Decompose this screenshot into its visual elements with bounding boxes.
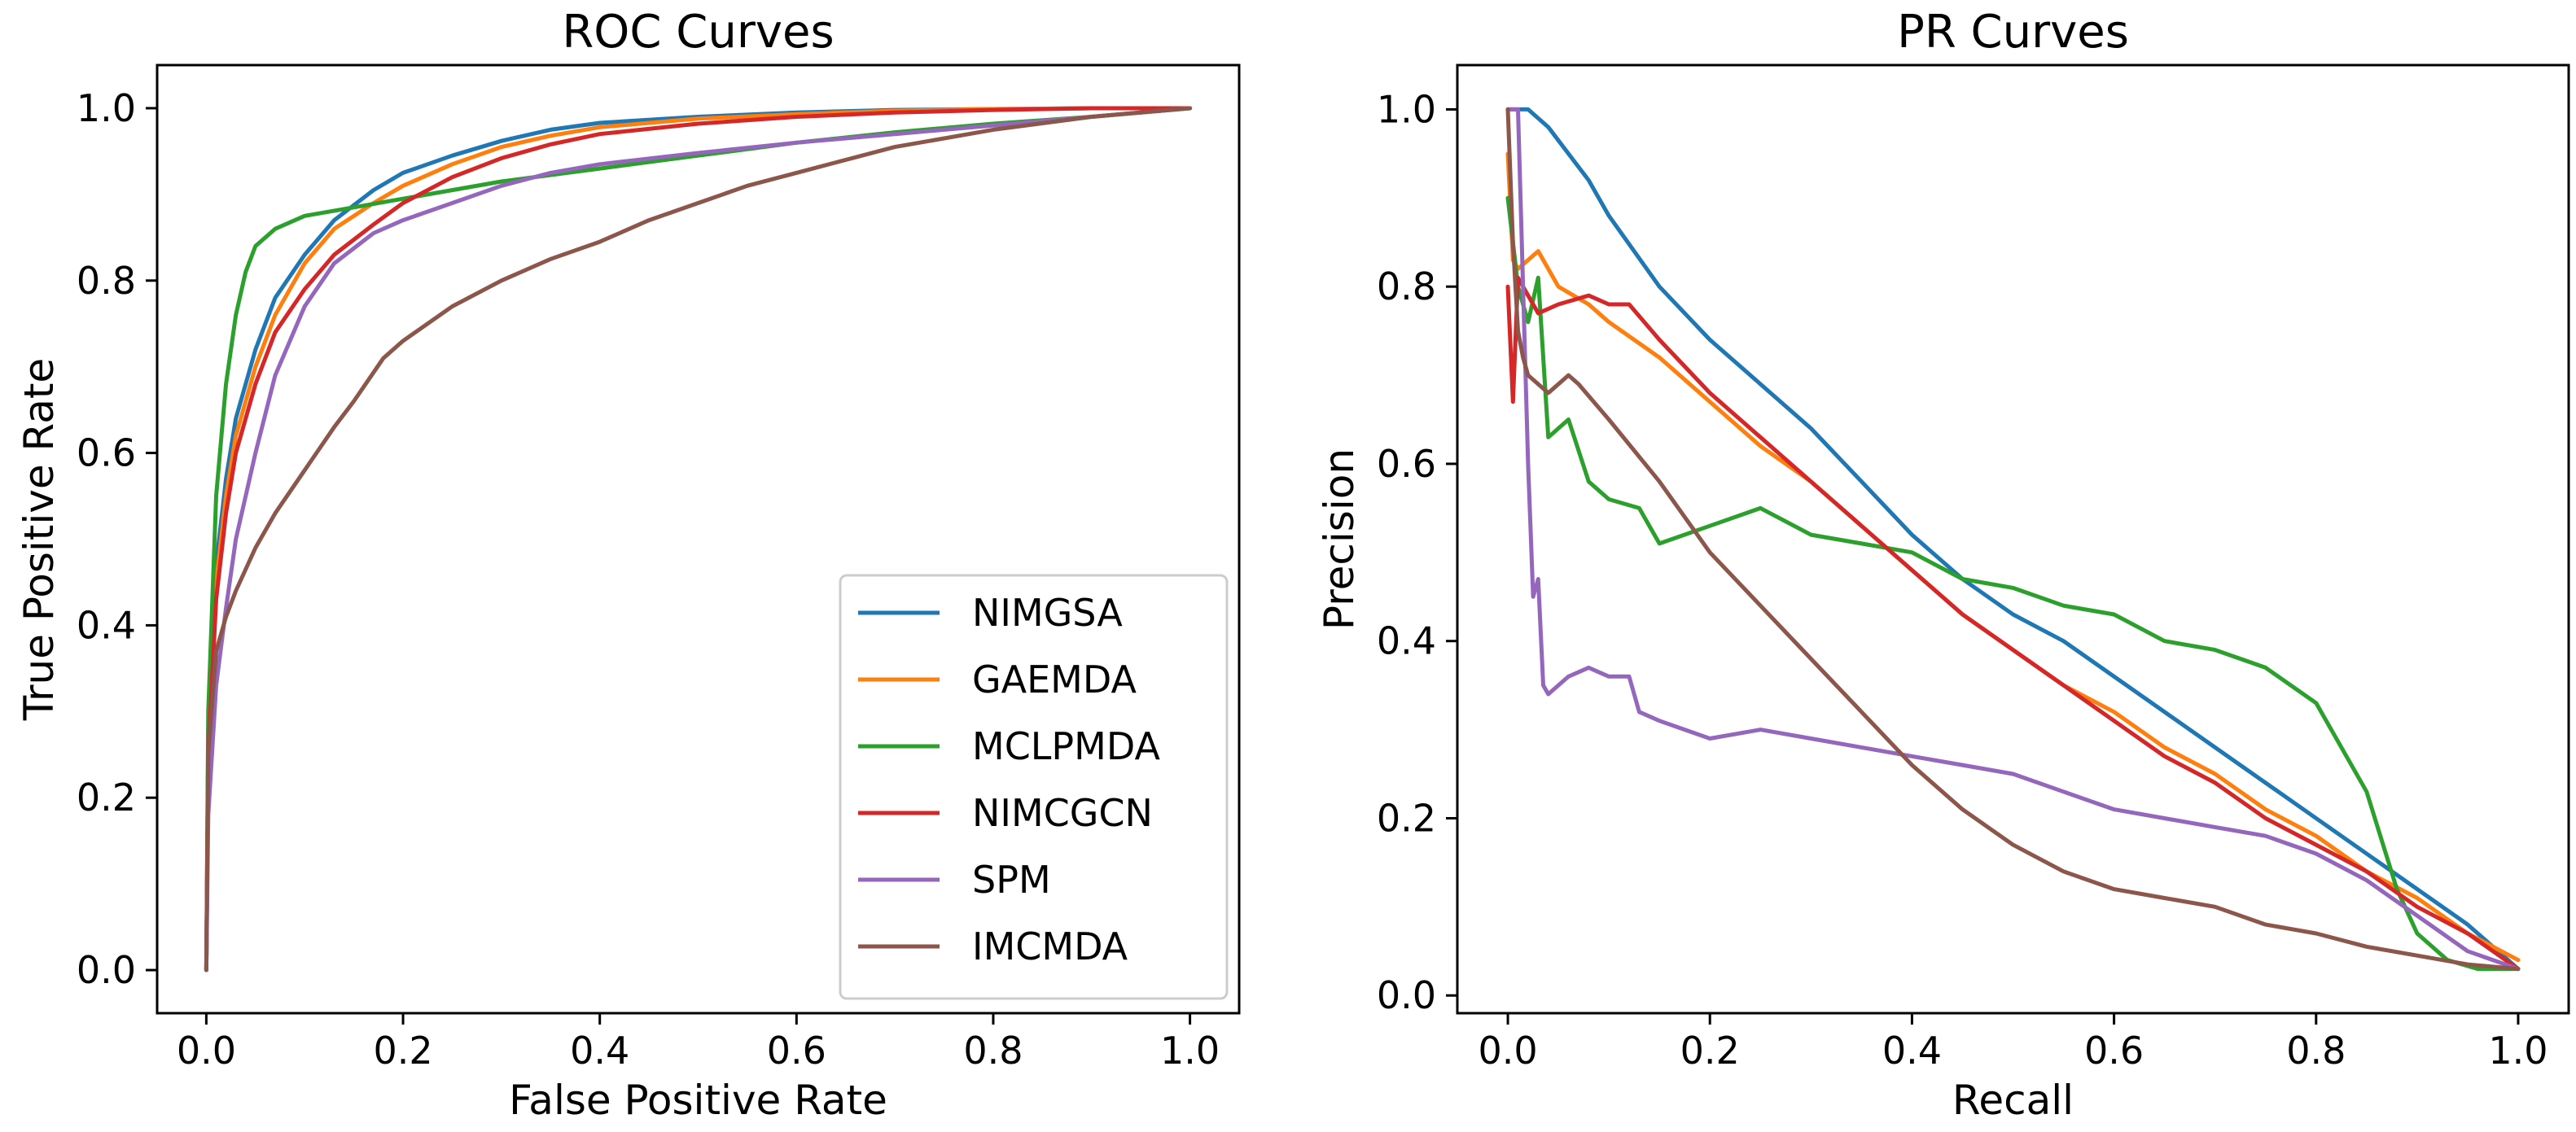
pr-curve-spm [1505, 107, 2521, 972]
roc-curve-spm [204, 106, 1193, 972]
pr-curve-gaemda [1505, 151, 2521, 963]
roc-axes-frame [156, 63, 1241, 1015]
roc-ytick-label: 0.6 [77, 431, 136, 475]
pr-xtick-label: 0.8 [2286, 1029, 2346, 1073]
pr-ylabel: Precision [1316, 448, 1363, 630]
pr-curve-mclpmda [1505, 195, 2521, 972]
roc-ylabel: True Positive Rate [15, 358, 63, 721]
pr-ytick-label: 0.8 [1377, 264, 1436, 308]
legend-label-spm: SPM [972, 858, 1051, 902]
pr-plot: PR Curves 0.0 0.2 0.4 0.6 0.8 1.0 0.0 0.2 0.4 0.6 0… [1316, 6, 2570, 1124]
pr-axes-frame [1456, 63, 2570, 1015]
roc-xtick-label: 0.4 [570, 1029, 629, 1073]
pr-ytick-label: 0.0 [1377, 973, 1436, 1017]
roc-title: ROC Curves [562, 6, 834, 59]
pr-ytick-label: 0.6 [1377, 442, 1436, 486]
pr-title: PR Curves [1897, 6, 2129, 59]
roc-xlabel: False Positive Rate [509, 1077, 887, 1124]
legend: NIMGSA GAEMDA MCLPMDA NIMCGCN SPM IMCMDA [839, 574, 1229, 1000]
pr-curve-imcmda [1505, 107, 2521, 972]
roc-ytick-label: 0.0 [77, 948, 136, 992]
roc-ytick-label: 0.2 [77, 776, 136, 819]
legend-label-imcmda: IMCMDA [972, 924, 1128, 968]
pr-xtick-label: 0.6 [2084, 1029, 2144, 1073]
roc-xtick-label: 0.6 [767, 1029, 826, 1073]
pr-xtick-label: 1.0 [2488, 1029, 2548, 1073]
pr-ytick-label: 1.0 [1377, 87, 1436, 131]
roc-ytick-label: 0.4 [77, 603, 136, 647]
legend-label-nimcgcn: NIMCGCN [972, 791, 1153, 835]
pr-ytick-label: 0.2 [1377, 796, 1436, 840]
legend-label-nimgsa: NIMGSA [972, 591, 1123, 635]
pr-xtick-label: 0.0 [1478, 1029, 1537, 1073]
roc-xtick-label: 0.8 [963, 1029, 1023, 1073]
pr-xtick-label: 0.2 [1680, 1029, 1740, 1073]
pr-ytick-label: 0.4 [1377, 619, 1436, 663]
roc-xtick-label: 0.2 [373, 1029, 432, 1073]
roc-xtick-label: 1.0 [1160, 1029, 1220, 1073]
roc-ytick-label: 1.0 [77, 86, 136, 130]
legend-label-mclpmda: MCLPMDA [972, 724, 1160, 768]
pr-curve-nimgsa [1505, 107, 2521, 972]
roc-curve-nimcgcn [204, 106, 1193, 972]
roc-ytick-label: 0.8 [77, 259, 136, 303]
pr-xtick-label: 0.4 [1882, 1029, 1942, 1073]
legend-label-gaemda: GAEMDA [972, 658, 1137, 701]
pr-curve-nimcgcn [1505, 275, 2521, 972]
roc-xtick-label: 0.0 [177, 1029, 236, 1073]
roc-curve-imcmda [204, 106, 1193, 972]
pr-xlabel: Recall [1952, 1077, 2074, 1124]
roc-plot: ROC Curves 0.0 0.2 0.4 0.6 0.8 1.0 0.0 0.2 0.4 0.6… [15, 6, 1241, 1124]
